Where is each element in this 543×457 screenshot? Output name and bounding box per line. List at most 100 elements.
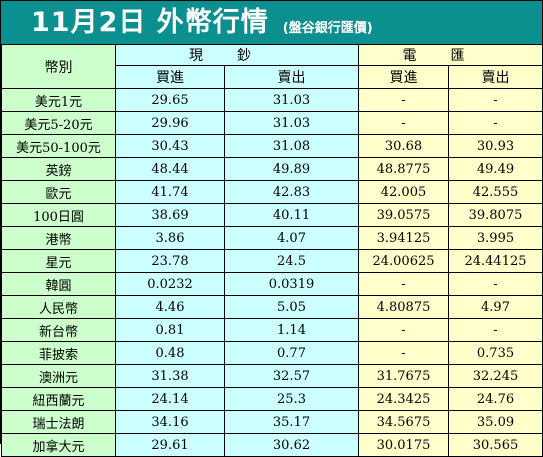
currency-name-cell: 歐元 — [1, 180, 116, 204]
cash-sell-cell: 0.77 — [224, 341, 359, 365]
remit-sell-cell: - — [448, 318, 543, 342]
currency-name-cell: 英鎊 — [1, 157, 116, 181]
table-row: 新台幣 0.81 1.14- - — [1, 318, 543, 342]
remit-sell-cell: 42.555 — [448, 180, 543, 204]
table-row: 紐西蘭元 24.14 25.3 24.3425 24.76 — [1, 387, 543, 411]
remit-buy-cell: 3.94125 — [358, 226, 449, 250]
cash-sell-cell: 31.03 — [224, 111, 359, 135]
currency-name-cell: 加拿大元 — [1, 433, 116, 457]
table-row: 100日圓 38.69 40.11 39.0575 39.8075 — [1, 203, 543, 227]
page-title: 11月2日 外幣行情 — [31, 7, 269, 38]
remit-sell-cell: - — [448, 272, 543, 296]
currency-name-cell: 新台幣 — [1, 318, 116, 342]
cash-buy-cell: 29.65 — [115, 88, 225, 112]
remit-sell-cell: - — [448, 111, 543, 135]
cash-sell-header: 賣出 — [224, 65, 359, 89]
remit-buy-cell: 24.00625 — [358, 249, 449, 273]
remit-sell-cell: - — [448, 88, 543, 112]
currency-name-cell: 人民幣 — [1, 295, 116, 319]
cash-group-label: 現鈔 — [189, 48, 285, 64]
remit-buy-cell: - — [358, 111, 449, 135]
currency-name-cell: 韓圓 — [1, 272, 116, 296]
table-row: 加拿大元 29.61 30.62 30.0175 30.565 — [1, 433, 543, 457]
remit-buy-cell: 39.0575 — [358, 203, 449, 227]
cash-buy-cell: 23.78 — [115, 249, 225, 273]
currency-column-header: 幣別 — [1, 44, 116, 89]
cash-buy-cell: 38.69 — [115, 203, 225, 227]
remit-buy-cell: 31.7675 — [358, 364, 449, 388]
cash-buy-cell: 0.48 — [115, 341, 225, 365]
remit-sell-cell: 24.76 — [448, 387, 543, 411]
cash-buy-cell: 0.81 — [115, 318, 225, 342]
cash-buy-cell: 41.74 — [115, 180, 225, 204]
cash-group-header: 現鈔 — [115, 44, 359, 66]
remit-sell-cell: 30.565 — [448, 433, 543, 457]
currency-name-cell: 瑞士法朗 — [1, 410, 116, 434]
remit-sell-cell: 0.735 — [448, 341, 543, 365]
table-row: 瑞士法朗 34.16 35.17 34.5675 35.09 — [1, 410, 543, 434]
remit-sell-cell: 4.97 — [448, 295, 543, 319]
cash-buy-cell: 24.14 — [115, 387, 225, 411]
cash-buy-cell: 4.46 — [115, 295, 225, 319]
remit-sell-cell: 32.245 — [448, 364, 543, 388]
table-row: 人民幣 4.46 5.05 4.80875 4.97 — [1, 295, 543, 319]
remit-buy-cell: 24.3425 — [358, 387, 449, 411]
remit-group-header: 電匯 — [358, 44, 543, 66]
currency-name-cell: 菲披索 — [1, 341, 116, 365]
currency-name-cell: 紐西蘭元 — [1, 387, 116, 411]
remit-sell-cell: 30.93 — [448, 134, 543, 158]
cash-sell-cell: 30.62 — [224, 433, 359, 457]
cash-buy-cell: 48.44 — [115, 157, 225, 181]
cash-buy-cell: 29.96 — [115, 111, 225, 135]
table-row: 美元5-20元 29.96 31.03- - — [1, 111, 543, 135]
remit-buy-cell: 30.0175 — [358, 433, 449, 457]
cash-sell-cell: 24.5 — [224, 249, 359, 273]
remit-buy-cell: 30.68 — [358, 134, 449, 158]
remit-buy-header: 買進 — [358, 65, 449, 89]
table-row: 星元 23.78 24.5 24.00625 24.44125 — [1, 249, 543, 273]
cash-buy-cell: 31.38 — [115, 364, 225, 388]
remit-sell-cell: 3.995 — [448, 226, 543, 250]
currency-name-cell: 港幣 — [1, 226, 116, 250]
remit-buy-cell: 42.005 — [358, 180, 449, 204]
cash-buy-cell: 29.61 — [115, 433, 225, 457]
remit-group-label: 電匯 — [402, 48, 499, 64]
currency-name-cell: 100日圓 — [1, 203, 116, 227]
table-row: 韓圓 0.0232 0.0319- - — [1, 272, 543, 296]
bank-source-label: (盤谷銀行匯價) — [282, 21, 373, 36]
remit-sell-header: 賣出 — [448, 65, 543, 89]
currency-name-cell: 美元1元 — [1, 88, 116, 112]
remit-buy-cell: - — [358, 88, 449, 112]
cash-sell-cell: 35.17 — [224, 410, 359, 434]
table-row: 歐元 41.74 42.83 42.005 42.555 — [1, 180, 543, 204]
rate-rows: 美元1元 29.65 31.03- - 美元5-20元 29.96 31.03- - 美元50-… — [1, 88, 543, 457]
table-row: 美元50-100元 30.43 31.08 30.68 30.93 — [1, 134, 543, 158]
cash-buy-cell: 3.86 — [115, 226, 225, 250]
currency-name-cell: 美元50-100元 — [1, 134, 116, 158]
table-row: 英鎊 48.44 49.89 48.8775 49.49 — [1, 157, 543, 181]
currency-name-cell: 澳洲元 — [1, 364, 116, 388]
remit-buy-cell: - — [358, 341, 449, 365]
exchange-rate-table: 幣別 現鈔 電匯 買進 賣出 買進 賣出 美元1元 29.65 31.03- - 美元5… — [1, 44, 543, 457]
currency-name-cell: 美元5-20元 — [1, 111, 116, 135]
remit-sell-cell: 35.09 — [448, 410, 543, 434]
table-row: 澳洲元 31.38 32.57 31.7675 32.245 — [1, 364, 543, 388]
cash-buy-cell: 30.43 — [115, 134, 225, 158]
cash-sell-cell: 5.05 — [224, 295, 359, 319]
remit-buy-cell: - — [358, 272, 449, 296]
title-bar: 11月2日 外幣行情 (盤谷銀行匯價) — [1, 1, 542, 44]
cash-sell-cell: 49.89 — [224, 157, 359, 181]
cash-buy-cell: 34.16 — [115, 410, 225, 434]
cash-sell-cell: 25.3 — [224, 387, 359, 411]
cash-sell-cell: 1.14 — [224, 318, 359, 342]
cash-sell-cell: 42.83 — [224, 180, 359, 204]
cash-sell-cell: 40.11 — [224, 203, 359, 227]
remit-buy-cell: 48.8775 — [358, 157, 449, 181]
cash-buy-header: 買進 — [115, 65, 225, 89]
table-row: 菲披索 0.48 0.77-0.735 — [1, 341, 543, 365]
cash-sell-cell: 4.07 — [224, 226, 359, 250]
currency-name-cell: 星元 — [1, 249, 116, 273]
table-row: 港幣 3.86 4.07 3.94125 3.995 — [1, 226, 543, 250]
remit-sell-cell: 49.49 — [448, 157, 543, 181]
